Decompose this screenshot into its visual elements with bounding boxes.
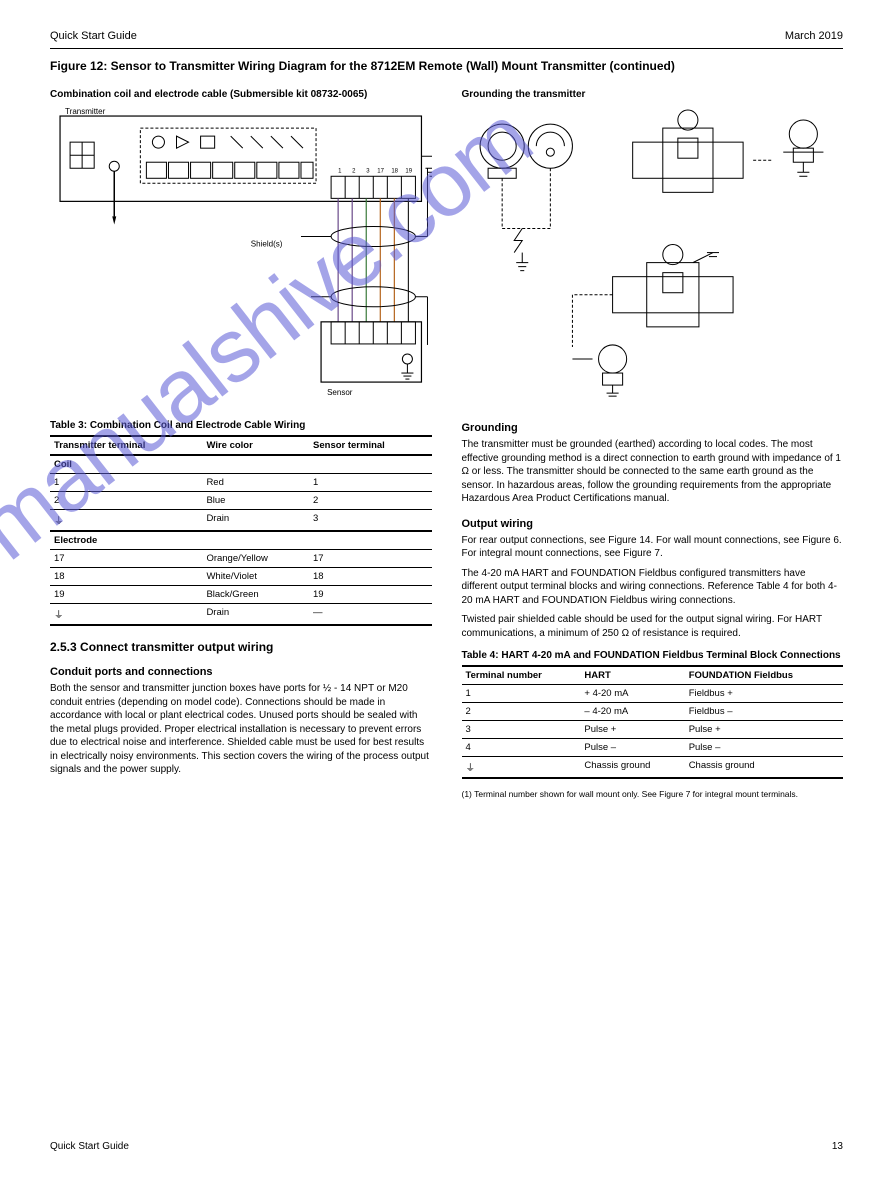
- svg-text:1: 1: [338, 168, 342, 174]
- table4: Terminal number HART FOUNDATION Fieldbus…: [462, 665, 844, 779]
- page-header: Quick Start Guide March 2019: [50, 30, 843, 42]
- subsection-output: Output wiring: [462, 518, 844, 530]
- figure-b-caption: Grounding the transmitter: [462, 89, 844, 100]
- svg-text:3: 3: [366, 168, 370, 174]
- t3-cell: White/Violet: [202, 568, 309, 586]
- svg-text:17: 17: [377, 168, 384, 174]
- table4-footnote: (1) Terminal number shown for wall mount…: [462, 789, 844, 800]
- header-rule: [50, 48, 843, 49]
- t4-cell: Pulse –: [580, 739, 684, 757]
- t3-cell: ⏚: [50, 604, 202, 626]
- figures-row: Combination coil and electrode cable (Su…: [50, 89, 843, 400]
- svg-text:2: 2: [352, 168, 356, 174]
- page-footer: Quick Start Guide 13: [50, 1141, 843, 1152]
- t3-cell: 17: [309, 550, 431, 568]
- header-left: Quick Start Guide: [50, 30, 137, 42]
- figure-a-caption: Combination coil and electrode cable (Su…: [50, 89, 432, 100]
- t3-cell: 19: [50, 586, 202, 604]
- t4-cell: 2: [462, 703, 581, 721]
- table4-h3: FOUNDATION Fieldbus: [685, 666, 843, 685]
- t3-cell: ⏚: [50, 510, 202, 532]
- t4-cell: Chassis ground: [580, 757, 684, 779]
- t4-cell: 4: [462, 739, 581, 757]
- svg-text:Shield(s): Shield(s): [251, 240, 283, 249]
- t3-cell: 18: [50, 568, 202, 586]
- subsection-grounding: Grounding: [462, 422, 844, 434]
- figure-left: Combination coil and electrode cable (Su…: [50, 89, 432, 400]
- header-right: March 2019: [785, 30, 843, 42]
- para-output-1: For rear output connections, see Figure …: [462, 534, 844, 561]
- svg-text:Transmitter: Transmitter: [65, 107, 106, 116]
- t3-cell: —: [309, 604, 431, 626]
- t4-cell: Pulse +: [685, 721, 843, 739]
- table3-sec2: Electrode: [50, 531, 432, 550]
- right-column: Grounding The transmitter must be ground…: [462, 410, 844, 800]
- table3-title: Table 3: Combination Coil and Electrode …: [50, 420, 432, 431]
- footer-left: Quick Start Guide: [50, 1141, 129, 1152]
- t3-cell: 17: [50, 550, 202, 568]
- table3-h3: Sensor terminal: [309, 436, 431, 455]
- t4-cell: Pulse +: [580, 721, 684, 739]
- para-output-2: The 4-20 mA HART and FOUNDATION Fieldbus…: [462, 567, 844, 608]
- svg-text:Sensor: Sensor: [327, 388, 353, 397]
- table3-h2: Wire color: [202, 436, 309, 455]
- table3-h1: Transmitter terminal: [50, 436, 202, 455]
- t4-cell: Fieldbus –: [685, 703, 843, 721]
- t4-cell: + 4-20 mA: [580, 685, 684, 703]
- left-column: Table 3: Combination Coil and Electrode …: [50, 410, 432, 800]
- para-output-3: Twisted pair shielded cable should be us…: [462, 613, 844, 640]
- t3-cell: 1: [50, 474, 202, 492]
- main-columns: Table 3: Combination Coil and Electrode …: [50, 410, 843, 800]
- table4-h2: HART: [580, 666, 684, 685]
- figure-right: Grounding the transmitter: [462, 89, 844, 400]
- grounding-diagram-svg: [462, 106, 844, 397]
- t3-cell: 2: [50, 492, 202, 510]
- t4-cell: Fieldbus +: [685, 685, 843, 703]
- table4-title: Table 4: HART 4-20 mA and FOUNDATION Fie…: [462, 650, 844, 661]
- t3-cell: Red: [202, 474, 309, 492]
- t3-cell: 18: [309, 568, 431, 586]
- t3-cell: Drain: [202, 510, 309, 532]
- section-2-5-3: 2.5.3 Connect transmitter output wiring: [50, 640, 432, 654]
- t3-cell: 19: [309, 586, 431, 604]
- t3-cell: Drain: [202, 604, 309, 626]
- t4-cell: 3: [462, 721, 581, 739]
- table4-h1: Terminal number: [462, 666, 581, 685]
- t4-cell: ⏚: [462, 757, 581, 779]
- svg-text:18: 18: [391, 168, 398, 174]
- t3-cell: 2: [309, 492, 431, 510]
- svg-text:19: 19: [405, 168, 412, 174]
- para-conduit: Both the sensor and transmitter junction…: [50, 682, 432, 777]
- t4-cell: – 4-20 mA: [580, 703, 684, 721]
- table3: Transmitter terminal Wire color Sensor t…: [50, 435, 432, 626]
- t4-cell: 1: [462, 685, 581, 703]
- t4-cell: Chassis ground: [685, 757, 843, 779]
- t3-cell: Black/Green: [202, 586, 309, 604]
- footer-right: 13: [832, 1141, 843, 1152]
- t4-cell: Pulse –: [685, 739, 843, 757]
- t3-cell: Orange/Yellow: [202, 550, 309, 568]
- t3-cell: 3: [309, 510, 431, 532]
- table3-sec1: Coil: [50, 455, 432, 474]
- figure-title: Figure 12: Sensor to Transmitter Wiring …: [50, 59, 843, 73]
- para-grounding: The transmitter must be grounded (earthe…: [462, 438, 844, 506]
- t3-cell: Blue: [202, 492, 309, 510]
- wiring-diagram-svg: 1 2 3 17 18 19: [50, 106, 432, 397]
- subsection-conduit: Conduit ports and connections: [50, 666, 432, 678]
- t3-cell: 1: [309, 474, 431, 492]
